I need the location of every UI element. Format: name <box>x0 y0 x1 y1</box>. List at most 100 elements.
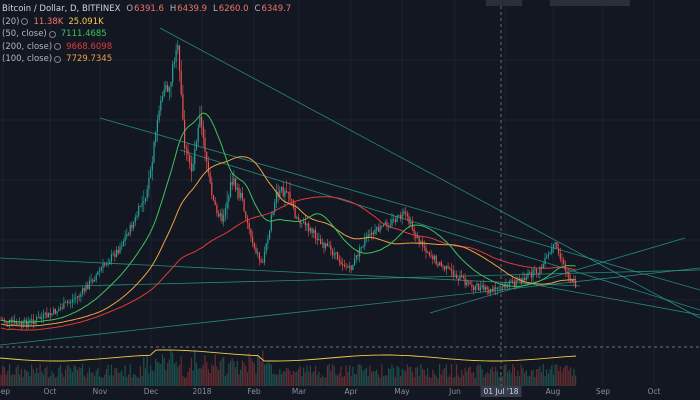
candle-body <box>233 178 235 185</box>
candle-body <box>371 232 373 236</box>
volume-bar <box>287 368 289 386</box>
volume-bar <box>134 374 136 386</box>
candle-body <box>294 207 296 219</box>
candle-body <box>107 264 109 265</box>
candle-body <box>437 264 439 266</box>
volume-bar <box>187 371 189 386</box>
volume-bar <box>121 370 123 386</box>
volume-bar <box>493 371 495 386</box>
candle-body <box>25 319 28 327</box>
volume-bar <box>398 367 400 386</box>
candle-body <box>537 273 539 275</box>
gear-icon[interactable] <box>21 18 29 26</box>
indicator-row[interactable]: (50, close) 7111.4685 <box>2 28 291 41</box>
volume-bar <box>100 377 102 386</box>
time-axis-label: Sep <box>595 387 611 396</box>
candle-body <box>384 222 386 225</box>
volume-bar <box>265 363 267 386</box>
candle-body <box>65 302 67 303</box>
indicator-row[interactable]: (200, close) 9668.6098 <box>2 41 291 54</box>
candle-body <box>364 238 366 246</box>
candle-body <box>449 267 451 270</box>
volume-bar <box>342 376 344 386</box>
volume-bar <box>161 354 164 386</box>
chart-grid <box>0 0 700 386</box>
candle-body <box>42 314 45 318</box>
candle-body <box>541 266 543 269</box>
volume-bar <box>197 368 199 386</box>
candle-body <box>212 195 215 201</box>
volume-bar <box>461 369 463 386</box>
volume-bar <box>512 364 514 386</box>
volume-bar <box>507 372 509 386</box>
ohlc-values: O6391.6 H6439.9 L6260.0 C6349.7 <box>120 3 291 16</box>
candle-body <box>311 228 313 233</box>
indicator-row[interactable]: (20) 11.38K 25.091K <box>2 16 291 29</box>
candle-body <box>207 161 209 173</box>
time-axis[interactable]: SepOctNovDec2018FebMarAprMayJunJulAugSep… <box>0 386 700 400</box>
candle-body <box>58 308 60 312</box>
volume-bar <box>195 363 198 386</box>
volume-bar <box>226 373 228 386</box>
volume-bar <box>25 371 28 386</box>
candle-body <box>41 317 43 319</box>
trendline <box>0 269 700 289</box>
volume-bar <box>551 365 553 386</box>
indicator-row[interactable]: (100, close) 7729.7345 <box>2 53 291 66</box>
candle-body <box>31 319 33 321</box>
volume-bar <box>168 359 170 386</box>
crosshair-date-label: 01 Jul '18 <box>480 386 522 397</box>
volume-bar <box>508 369 510 386</box>
volume-bar <box>518 375 521 386</box>
candle-body <box>282 186 284 197</box>
candle-body <box>192 164 194 172</box>
volume-bar <box>498 376 500 386</box>
candle-body <box>447 265 449 268</box>
ohlc-value: 6439.9 <box>177 4 208 14</box>
volume-bar <box>248 352 250 386</box>
volume-bar <box>541 372 543 386</box>
volume-bar <box>241 360 243 386</box>
candle-body <box>223 215 225 222</box>
candle-body <box>442 266 444 267</box>
gear-icon[interactable] <box>54 55 62 63</box>
volume-bar <box>301 376 303 386</box>
candle-body <box>467 281 470 283</box>
volume-bar <box>452 377 454 386</box>
volume-bar <box>31 364 33 386</box>
gear-icon[interactable] <box>54 43 62 51</box>
candle-body <box>134 217 136 223</box>
toolbar-stub-right[interactable] <box>550 0 630 6</box>
candle-body <box>573 280 575 283</box>
candle-body <box>299 219 301 224</box>
volume-bar <box>223 356 225 386</box>
volume-bar <box>258 356 260 386</box>
candle-body <box>554 242 556 245</box>
volume-bar <box>10 375 12 386</box>
volume-bar <box>297 368 300 386</box>
time-axis-label: Jun <box>449 387 461 396</box>
volume-bar <box>466 371 468 386</box>
toolbar-stub-left[interactable] <box>486 0 522 6</box>
volume-bar <box>354 373 356 386</box>
candle-body <box>500 286 502 288</box>
candle-body <box>82 288 84 294</box>
time-axis-label: Oct <box>647 387 661 396</box>
candle-body <box>456 274 458 279</box>
volume-bar <box>371 372 373 386</box>
candle-body <box>17 323 19 325</box>
candle-body <box>433 255 436 260</box>
candle-body <box>530 272 532 278</box>
volume-bar <box>554 364 556 386</box>
candle-body <box>347 266 349 268</box>
candle-body <box>124 236 126 242</box>
volume-bar <box>464 367 466 386</box>
candle-body <box>109 261 111 265</box>
gear-icon[interactable] <box>48 30 56 38</box>
volume-bar <box>204 355 206 386</box>
candle-body <box>439 262 441 266</box>
volume-bar <box>316 374 318 386</box>
volume-bar <box>5 374 7 386</box>
candle-body <box>454 274 456 276</box>
